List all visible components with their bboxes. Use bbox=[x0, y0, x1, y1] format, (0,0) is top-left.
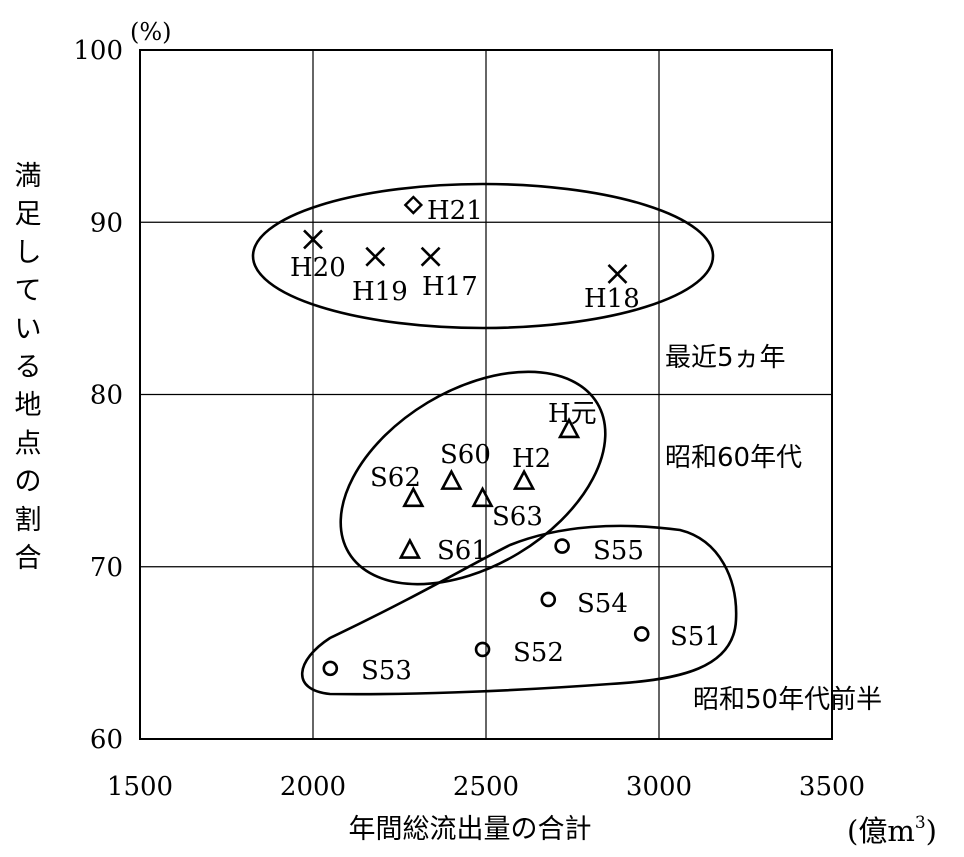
y-tick-label-80: 80 bbox=[90, 381, 123, 411]
x-tick-label-3500: 3500 bbox=[799, 772, 865, 802]
y-tick-label-100: 100 bbox=[73, 36, 123, 66]
y-axis-label-char: 点 bbox=[15, 428, 42, 459]
y-axis-label-char: 満 bbox=[15, 161, 42, 192]
group-labels: 最近5ヵ年 昭和60年代 昭和50年代前半 bbox=[665, 343, 882, 715]
point-labels: H20 H19 H17 H18 H21 H元 S60 H2 S62 S63 S6… bbox=[290, 196, 721, 686]
point-label-s60: S60 bbox=[440, 440, 491, 470]
y-axis-label-char: い bbox=[15, 314, 42, 345]
group-ellipses bbox=[251, 182, 738, 696]
marker-triangle-S63 bbox=[471, 486, 494, 508]
y-tick-label-90: 90 bbox=[90, 208, 123, 238]
plot-area-frame bbox=[139, 49, 833, 740]
marker-triangle-H2 bbox=[512, 468, 536, 490]
y-axis-label-char: て bbox=[15, 276, 42, 307]
x-tick-label-2500: 2500 bbox=[453, 772, 519, 802]
group-label-showa50s: 昭和50年代前半 bbox=[693, 685, 882, 715]
group-showa50s-blob bbox=[300, 524, 738, 696]
point-label-s63: S63 bbox=[492, 502, 543, 532]
data-points bbox=[303, 195, 650, 677]
y-axis-label-char: 割 bbox=[15, 505, 42, 536]
x-tick-label-1500: 1500 bbox=[107, 772, 173, 802]
point-label-h20: H20 bbox=[290, 253, 346, 283]
group-label-recent: 最近5ヵ年 bbox=[665, 343, 786, 373]
point-label-h19: H19 bbox=[352, 277, 408, 307]
y-tick-label-60: 60 bbox=[90, 725, 123, 755]
point-label-s51: S51 bbox=[670, 622, 721, 652]
point-label-h17: H17 bbox=[422, 272, 478, 302]
y-axis-label: 満足している地点の割合 bbox=[15, 161, 42, 574]
point-label-s62: S62 bbox=[370, 463, 421, 493]
marker-cross-H17 bbox=[420, 246, 441, 267]
y-axis-label-char: 合 bbox=[15, 543, 42, 574]
y-axis-label-char: の bbox=[15, 467, 42, 498]
point-label-h-gen: H元 bbox=[548, 399, 597, 429]
point-label-s61: S61 bbox=[437, 536, 488, 566]
y-tick-label-70: 70 bbox=[90, 553, 123, 583]
point-label-s54: S54 bbox=[577, 589, 628, 619]
marker-triangle-S60 bbox=[440, 468, 463, 490]
x-axis-unit-close: ) bbox=[926, 814, 937, 848]
y-axis-label-char: 足 bbox=[15, 199, 42, 230]
marker-triangle-S62 bbox=[402, 486, 425, 508]
point-label-h2: H2 bbox=[512, 444, 551, 474]
marker-circle-S55 bbox=[554, 538, 570, 554]
y-axis-unit: (%) bbox=[130, 18, 172, 46]
marker-circle-S51 bbox=[633, 626, 650, 642]
grid-lines bbox=[140, 50, 832, 739]
marker-circle-S54 bbox=[540, 591, 557, 608]
x-axis-label: 年間総流出量の合計 bbox=[349, 814, 592, 845]
x-axis-unit-superscript: 3 bbox=[915, 813, 926, 833]
x-tick-label-3000: 3000 bbox=[626, 772, 692, 802]
axes: (%) 満足している地点の割合 年間総流出量の合計 (億m3) 1500 2000… bbox=[15, 18, 937, 848]
x-axis-unit: (億m3) bbox=[847, 813, 937, 848]
marker-cross-H19 bbox=[365, 246, 386, 267]
marker-diamond-H21 bbox=[403, 195, 424, 215]
point-label-h21: H21 bbox=[427, 196, 483, 226]
marker-cross-H18 bbox=[607, 264, 628, 284]
point-label-s52: S52 bbox=[513, 638, 564, 668]
marker-triangle-H元 bbox=[557, 417, 581, 439]
point-label-s53: S53 bbox=[361, 656, 412, 686]
marker-cross-H20 bbox=[303, 229, 323, 250]
x-tick-label-2000: 2000 bbox=[280, 772, 346, 802]
group-label-showa60s: 昭和60年代 bbox=[665, 443, 802, 473]
x-axis-unit-base: (億m bbox=[847, 814, 915, 848]
group-recent-ellipse bbox=[251, 182, 715, 330]
point-label-s55: S55 bbox=[593, 536, 644, 566]
y-axis-label-char: し bbox=[15, 237, 42, 268]
marker-circle-S53 bbox=[322, 660, 339, 677]
marker-triangle-S61 bbox=[398, 537, 422, 559]
marker-circle-S52 bbox=[474, 641, 491, 658]
group-showa60s-ellipse bbox=[339, 370, 607, 586]
y-axis-label-char: 地 bbox=[15, 390, 42, 421]
y-axis-label-char: る bbox=[15, 352, 42, 383]
point-label-h18: H18 bbox=[584, 284, 640, 314]
